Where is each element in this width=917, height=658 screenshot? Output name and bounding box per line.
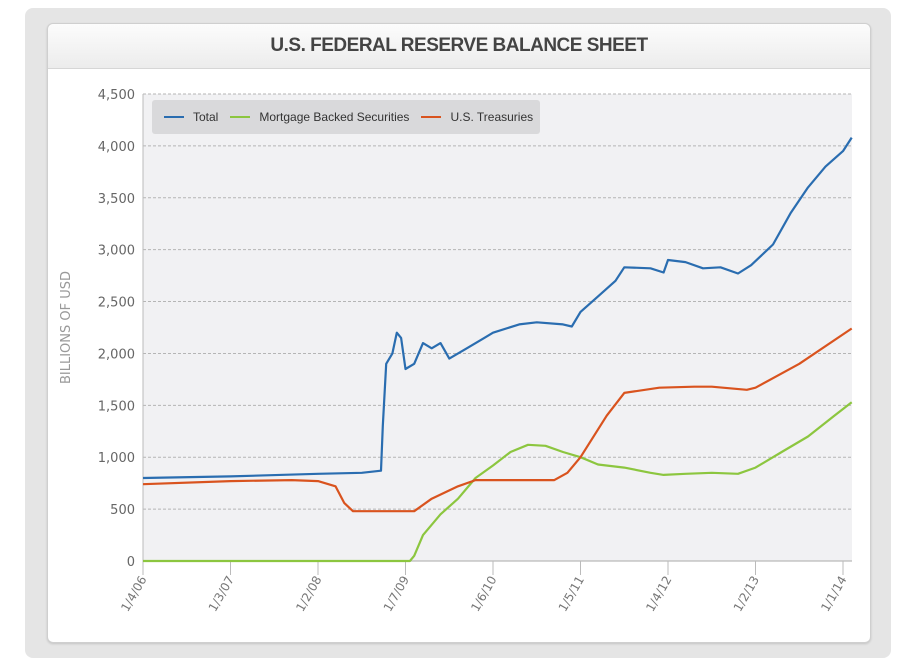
series-line-total bbox=[142, 137, 853, 480]
legend-item-total[interactable]: Total bbox=[164, 110, 218, 124]
y-tick-label: 4,500 bbox=[98, 88, 135, 103]
x-tick-label: 1/4/12 bbox=[643, 574, 674, 614]
legend-swatch bbox=[230, 116, 251, 118]
legend-item-treasuries[interactable]: U.S. Treasuries bbox=[421, 110, 533, 124]
x-tick-label: 1/3/07 bbox=[206, 574, 237, 614]
legend-label: Mortgage Backed Securities bbox=[259, 110, 410, 124]
y-tick-label: 2,500 bbox=[98, 296, 135, 311]
y-tick-label: 4,000 bbox=[98, 140, 135, 155]
x-tick-label: 1/1/14 bbox=[818, 574, 849, 614]
y-axis-label: BILLIONS OF USD bbox=[59, 271, 74, 384]
x-tick-label: 1/5/11 bbox=[556, 574, 587, 614]
y-tick-label: 3,500 bbox=[98, 192, 135, 207]
x-tick-label: 1/2/08 bbox=[293, 574, 324, 614]
y-tick-label: 1,500 bbox=[98, 399, 135, 414]
series-line-u-s-treasuries bbox=[142, 327, 853, 513]
legend-swatch bbox=[164, 116, 184, 118]
x-tick-label: 1/4/06 bbox=[118, 574, 149, 614]
y-tick-label: 1,000 bbox=[98, 451, 135, 466]
y-tick-label: 500 bbox=[110, 503, 135, 518]
x-tick-label: 1/6/10 bbox=[468, 574, 499, 614]
legend-label: Total bbox=[193, 110, 219, 124]
chart-title: U.S. FEDERAL RESERVE BALANCE SHEET bbox=[48, 24, 870, 69]
legend-label: U.S. Treasuries bbox=[450, 110, 534, 124]
x-tick-label: 1/7/09 bbox=[381, 574, 412, 614]
plot-area bbox=[143, 94, 852, 561]
x-tick-label: 1/2/13 bbox=[731, 574, 762, 614]
y-tick-label: 3,000 bbox=[98, 244, 135, 259]
legend: Total Mortgage Backed Securities U.S. Tr… bbox=[152, 100, 540, 134]
legend-swatch bbox=[421, 116, 442, 118]
y-tick-label: 2,000 bbox=[98, 347, 135, 362]
legend-item-mbs[interactable]: Mortgage Backed Securities bbox=[230, 110, 409, 124]
y-tick-label: 0 bbox=[127, 555, 135, 570]
